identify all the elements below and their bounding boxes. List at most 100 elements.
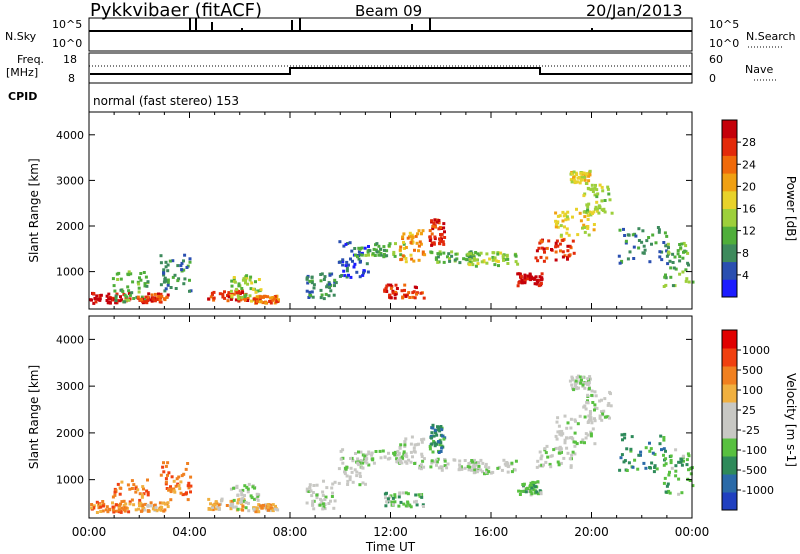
colorbar-tick-label: 12 (742, 225, 756, 238)
data-pixel (566, 210, 570, 214)
data-pixel (536, 492, 540, 496)
data-pixel (393, 453, 397, 457)
data-pixel (141, 299, 145, 303)
data-pixel (258, 295, 262, 299)
data-pixel (319, 279, 323, 283)
data-pixel (409, 241, 413, 245)
data-pixel (566, 257, 569, 261)
nsky-tick-bottom: 10^0 (52, 37, 83, 50)
data-pixel (242, 297, 246, 301)
data-pixel (514, 459, 518, 463)
data-pixel (659, 434, 663, 438)
data-pixel (586, 393, 590, 397)
data-pixel (169, 490, 173, 494)
data-pixel (166, 461, 170, 465)
data-pixel (419, 232, 423, 235)
data-pixel (430, 250, 434, 254)
data-pixel (479, 458, 483, 462)
data-pixel (565, 426, 569, 430)
data-pixel (128, 293, 132, 297)
data-pixel (469, 250, 473, 254)
data-pixel (99, 510, 103, 513)
data-pixel (485, 252, 489, 256)
data-pixel (671, 252, 675, 256)
data-pixel (230, 284, 234, 288)
data-pixel (141, 485, 145, 489)
data-pixel (562, 456, 566, 460)
data-pixel (112, 284, 116, 288)
data-pixel (522, 483, 525, 487)
data-pixel (563, 438, 567, 442)
data-pixel (189, 475, 193, 479)
colorbar-segment (722, 226, 737, 245)
data-pixel (463, 459, 467, 462)
data-pixel (575, 173, 579, 176)
data-pixel (472, 459, 476, 463)
data-pixel (506, 257, 510, 261)
data-pixel (345, 275, 349, 279)
data-pixel (664, 462, 668, 466)
data-pixel (366, 270, 370, 274)
data-pixel (569, 464, 573, 468)
data-pixel (184, 467, 188, 471)
data-pixel (452, 458, 456, 462)
data-pixel (586, 218, 590, 221)
data-pixel (382, 253, 386, 256)
data-pixel (588, 377, 592, 381)
data-pixel (655, 467, 659, 471)
data-pixel (401, 456, 405, 460)
data-pixel (323, 498, 327, 501)
data-pixel (321, 507, 325, 511)
colorbar-tick-label: 20 (742, 180, 756, 193)
data-pixel (348, 241, 352, 245)
data-pixel (246, 297, 250, 300)
data-pixel (116, 278, 120, 281)
data-pixel (341, 448, 345, 452)
data-pixel (595, 406, 599, 410)
data-pixel (211, 508, 215, 512)
data-pixel (247, 509, 251, 513)
colorbar-segment (722, 261, 737, 280)
data-pixel (186, 462, 190, 465)
data-pixel (229, 487, 233, 491)
data-pixel (528, 273, 532, 277)
data-pixel (130, 291, 134, 295)
data-pixel (276, 508, 280, 512)
data-pixel (166, 505, 170, 509)
data-pixel (570, 172, 574, 176)
data-pixel (363, 460, 367, 464)
data-pixel (680, 491, 684, 495)
data-pixel (388, 293, 392, 297)
data-pixel (534, 275, 538, 279)
data-pixel (361, 461, 365, 465)
data-pixel (578, 211, 582, 215)
data-pixel (243, 295, 247, 298)
data-pixel (236, 507, 240, 511)
data-pixel (349, 457, 352, 460)
data-pixel (430, 242, 434, 245)
data-pixel (209, 507, 213, 511)
data-pixel (681, 270, 685, 274)
data-pixel (392, 250, 396, 254)
data-pixel (529, 481, 533, 485)
data-pixel (255, 299, 259, 303)
data-pixel (257, 503, 261, 507)
data-pixel (641, 229, 645, 233)
data-pixel (564, 218, 568, 222)
data-pixel (516, 284, 520, 288)
data-pixel (600, 185, 604, 189)
data-pixel (582, 210, 586, 214)
data-pixel (330, 495, 334, 498)
data-pixel (387, 451, 390, 455)
data-pixel (404, 454, 407, 457)
data-pixel (437, 219, 441, 222)
data-pixel (322, 479, 325, 483)
data-pixel (513, 468, 517, 472)
data-pixel (412, 259, 416, 263)
data-pixel (169, 498, 173, 502)
data-pixel (163, 276, 167, 280)
data-pixel (587, 418, 591, 422)
data-pixel (367, 463, 371, 467)
data-pixel (404, 491, 408, 495)
data-pixel (111, 277, 115, 281)
